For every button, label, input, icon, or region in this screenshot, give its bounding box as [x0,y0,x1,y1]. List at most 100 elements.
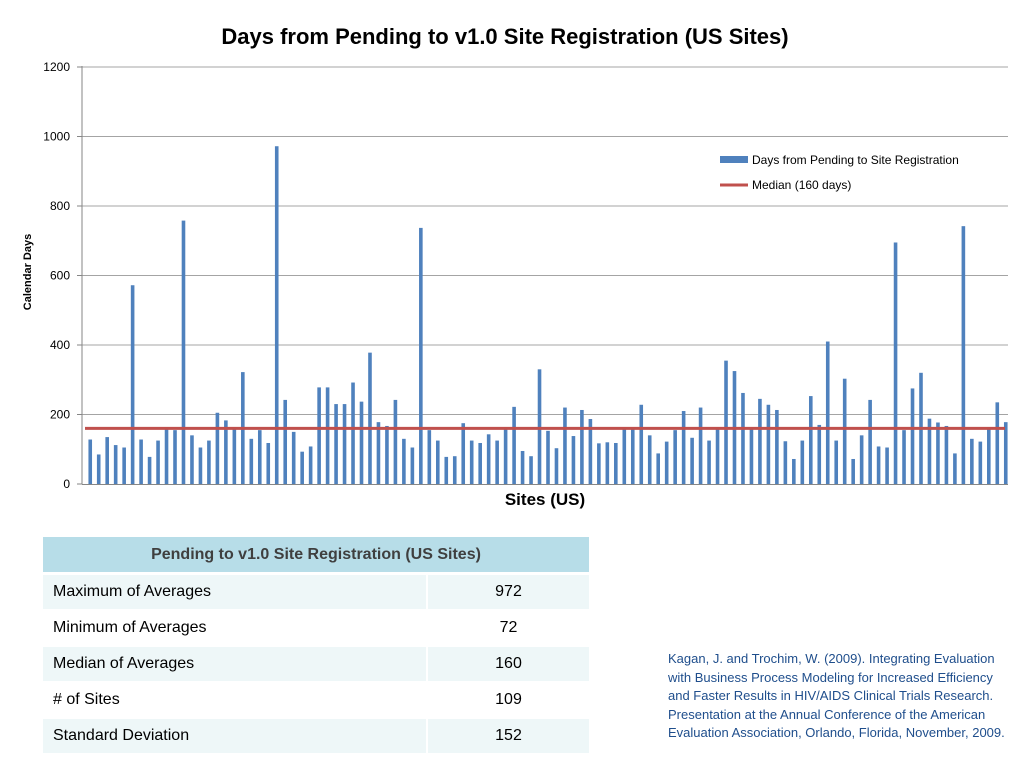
bar [936,422,940,484]
stat-label-sites: # of Sites [43,681,427,718]
stat-value-median: 160 [426,645,589,682]
table-row: Maximum of Averages 972 [43,572,589,610]
bar [435,440,440,484]
gridlines [82,66,1008,415]
stat-value-stddev: 152 [426,717,589,753]
bar [987,429,991,484]
y-axis-ticks: 0 200 400 600 800 1000 1200 [43,60,82,491]
bar [673,430,677,484]
y-axis-label: Calendar Days [22,233,34,311]
bar [249,438,254,484]
bar [766,404,771,484]
bar [105,437,109,484]
y-tick-label: 200 [50,408,70,422]
bar [224,420,228,484]
y-tick-label: 800 [50,199,70,213]
bar [495,440,499,484]
bar [164,427,169,484]
table-row: Standard Deviation 152 [43,717,589,753]
bar [342,404,347,484]
bar [503,428,508,484]
bar [571,436,576,484]
stats-table: Pending to v1.0 Site Registration (US Si… [43,537,589,753]
bar [970,438,974,484]
bar [554,448,559,484]
bar [156,440,160,484]
bar [351,382,355,484]
bar [198,447,203,484]
legend-median-label: Median (160 days) [752,178,851,192]
y-tick-label: 400 [50,338,70,352]
bar [681,411,686,484]
bar [1003,422,1008,484]
y-tick-label: 0 [63,477,70,491]
stat-value-min: 72 [426,609,589,646]
bar [419,227,423,484]
bar [300,451,304,484]
bar [817,424,822,484]
bar [825,341,830,484]
bar [580,409,584,484]
bar [614,442,618,484]
bar [715,428,720,484]
x-axis-label: Sites (US) [504,490,586,509]
bar [953,453,957,484]
stat-label-max: Maximum of Averages [43,572,427,610]
bar [274,146,279,485]
bar [775,409,779,484]
y-tick-label: 1000 [43,130,70,144]
bar [639,404,644,484]
stat-label-median: Median of Averages [43,645,427,682]
bar [113,445,118,484]
bar [368,352,372,484]
bar [283,399,288,484]
bar [868,399,872,484]
bar [469,440,474,484]
bar [927,418,932,484]
stats-table-header: Pending to v1.0 Site Registration (US Si… [43,537,589,575]
bar [893,242,898,484]
bar [215,412,220,484]
bar [783,441,788,484]
bar [266,442,271,484]
bar [257,430,262,484]
bar [452,456,457,484]
legend-bar-label: Days from Pending to Site Registration [752,153,959,167]
bar [359,401,364,484]
bar [588,419,593,484]
bar [385,425,389,484]
y-tick-label: 600 [50,269,70,283]
bar [910,388,915,484]
bar [393,399,398,484]
bar [402,438,406,484]
bar [190,435,194,484]
table-row: Median of Averages 160 [43,645,589,682]
bar [961,226,966,484]
bar [724,360,728,484]
stat-value-max: 972 [426,572,589,610]
bar [885,447,889,484]
bar [232,428,237,484]
bar [478,442,482,484]
bar [808,396,813,484]
bar [944,425,949,484]
bar [96,454,101,484]
table-row: # of Sites 109 [43,681,589,718]
bar [851,458,855,484]
bar [376,422,381,484]
bar [622,428,627,484]
bar [207,440,211,484]
bar [537,369,542,484]
bar [139,439,143,484]
bar [291,431,296,484]
bar [834,440,839,484]
bar [995,402,1000,484]
citation-text: Kagan, J. and Trochim, W. (2009). Integr… [668,651,1005,740]
bar [597,443,601,484]
bar [546,430,550,484]
bar [308,446,313,484]
bar [444,456,449,484]
bar [410,447,415,484]
bar [88,439,93,484]
bar [978,441,983,484]
